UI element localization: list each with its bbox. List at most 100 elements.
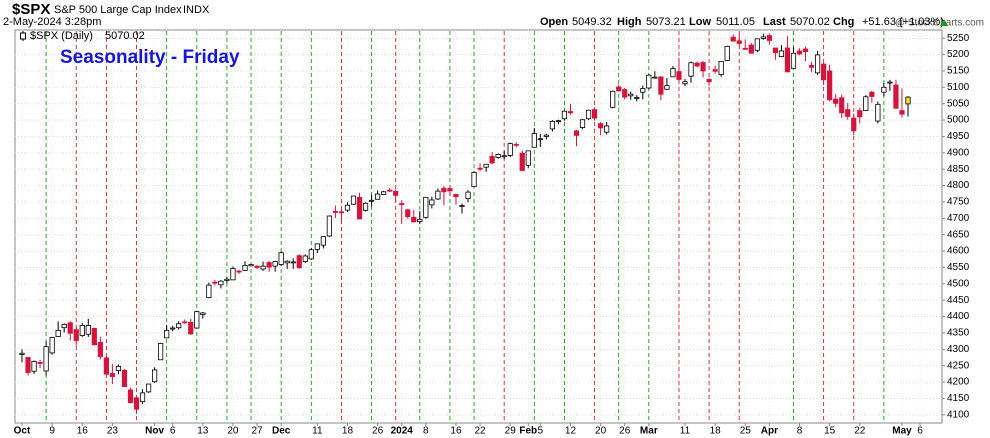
quote-label: Low (689, 16, 711, 28)
candle-body (375, 193, 381, 200)
x-tick-label: 20 (595, 426, 607, 437)
y-tick-label: 4150 (947, 393, 970, 404)
candle-body (387, 189, 393, 192)
y-tick-label: 4850 (947, 164, 970, 175)
candle-body (778, 50, 785, 57)
candle-body (200, 312, 206, 315)
candle-body (49, 337, 55, 354)
candle-body (718, 61, 724, 75)
candle-body (308, 249, 314, 260)
watermark: @ StockCharts.com (895, 18, 984, 29)
candle-body (423, 196, 429, 218)
candle-body (296, 255, 302, 269)
candle-body (754, 38, 760, 51)
candle-body (585, 109, 592, 120)
friday-lines (45, 31, 885, 422)
candle-body (350, 195, 357, 205)
candle-body (706, 79, 712, 83)
x-tick-label: 12 (565, 426, 577, 437)
candle-body (194, 311, 200, 329)
candle-body (477, 167, 483, 170)
candle-body (652, 76, 658, 79)
candle-body (489, 156, 495, 164)
candle-body (302, 255, 308, 262)
x-tick-label: 9 (49, 426, 55, 437)
candle-body (616, 86, 622, 92)
candle-body (712, 69, 718, 72)
candle-body (525, 150, 531, 166)
candle-body (115, 365, 122, 371)
candle-body (67, 322, 73, 334)
candle-body (682, 81, 688, 85)
candle-body (230, 268, 236, 281)
candle-body (405, 209, 411, 218)
candle-body (284, 260, 290, 264)
candle-body (604, 125, 610, 133)
x-tick-label: 13 (197, 426, 209, 437)
candle-body (531, 133, 537, 148)
y-tick-label: 4650 (947, 229, 970, 240)
chart-title: Seasonality - Friday (60, 47, 240, 68)
candle-body (814, 54, 821, 74)
candle-body (857, 110, 863, 118)
candle-body (465, 191, 471, 200)
candle-body (447, 188, 453, 192)
candle-body (356, 196, 363, 220)
candle-body (658, 76, 664, 95)
y-tick-label: 4500 (947, 278, 970, 289)
candle-body (760, 36, 766, 39)
y-tick-label: 4950 (947, 131, 970, 142)
quote-value: 5073.21 (646, 16, 686, 28)
candle-body (796, 50, 803, 55)
candle-body (839, 97, 845, 114)
candle-body (206, 284, 212, 298)
candle-body (549, 120, 555, 130)
candle-body (736, 40, 742, 44)
candle-body (513, 143, 519, 146)
candle-body (31, 361, 37, 372)
x-tick-label: 8 (423, 426, 429, 437)
candle-body (139, 392, 146, 403)
candle-body (905, 96, 911, 105)
candle-body (863, 96, 869, 111)
candle-body (634, 97, 640, 99)
candle-body (61, 324, 67, 329)
candle-body (688, 62, 694, 77)
y-tick-label: 5050 (947, 98, 970, 109)
y-tick-label: 4300 (947, 344, 970, 355)
candle-body (188, 322, 194, 335)
y-tick-label: 4700 (947, 213, 970, 224)
y-tick-label: 4200 (947, 377, 970, 388)
y-tick-label: 4100 (947, 409, 970, 420)
y-tick-label: 5000 (947, 115, 970, 126)
y-tick-label: 4450 (947, 295, 970, 306)
candle-body (290, 261, 296, 264)
candle-body (790, 52, 797, 69)
candle-body (79, 325, 85, 336)
candle-body (821, 63, 827, 81)
candle-body (845, 109, 851, 117)
grid (15, 30, 942, 423)
candle-body (43, 346, 49, 372)
candle-body (881, 86, 887, 93)
candle-body (453, 194, 459, 198)
candle-body (766, 35, 772, 41)
candle-body (411, 216, 417, 223)
x-tick-label: 2024 (391, 426, 414, 437)
x-tick-label: 22 (475, 426, 487, 437)
x-tick-label: 20 (227, 426, 239, 437)
x-tick-label: 25 (740, 426, 752, 437)
quote-label: Last (763, 16, 786, 28)
x-tick-label: 27 (251, 426, 263, 437)
candle-body (25, 357, 31, 373)
x-tick-label: Apr (761, 426, 778, 437)
y-tick-label: 4800 (947, 180, 970, 191)
y-tick-label: 5200 (947, 49, 970, 60)
candle-body (248, 264, 254, 267)
candle-body (158, 343, 164, 361)
x-tick-label: 26 (619, 426, 631, 437)
x-tick-label: 11 (680, 426, 691, 437)
x-tick-label: 18 (342, 426, 354, 437)
candle-body (266, 262, 272, 268)
x-tick-label: 6 (917, 426, 923, 437)
